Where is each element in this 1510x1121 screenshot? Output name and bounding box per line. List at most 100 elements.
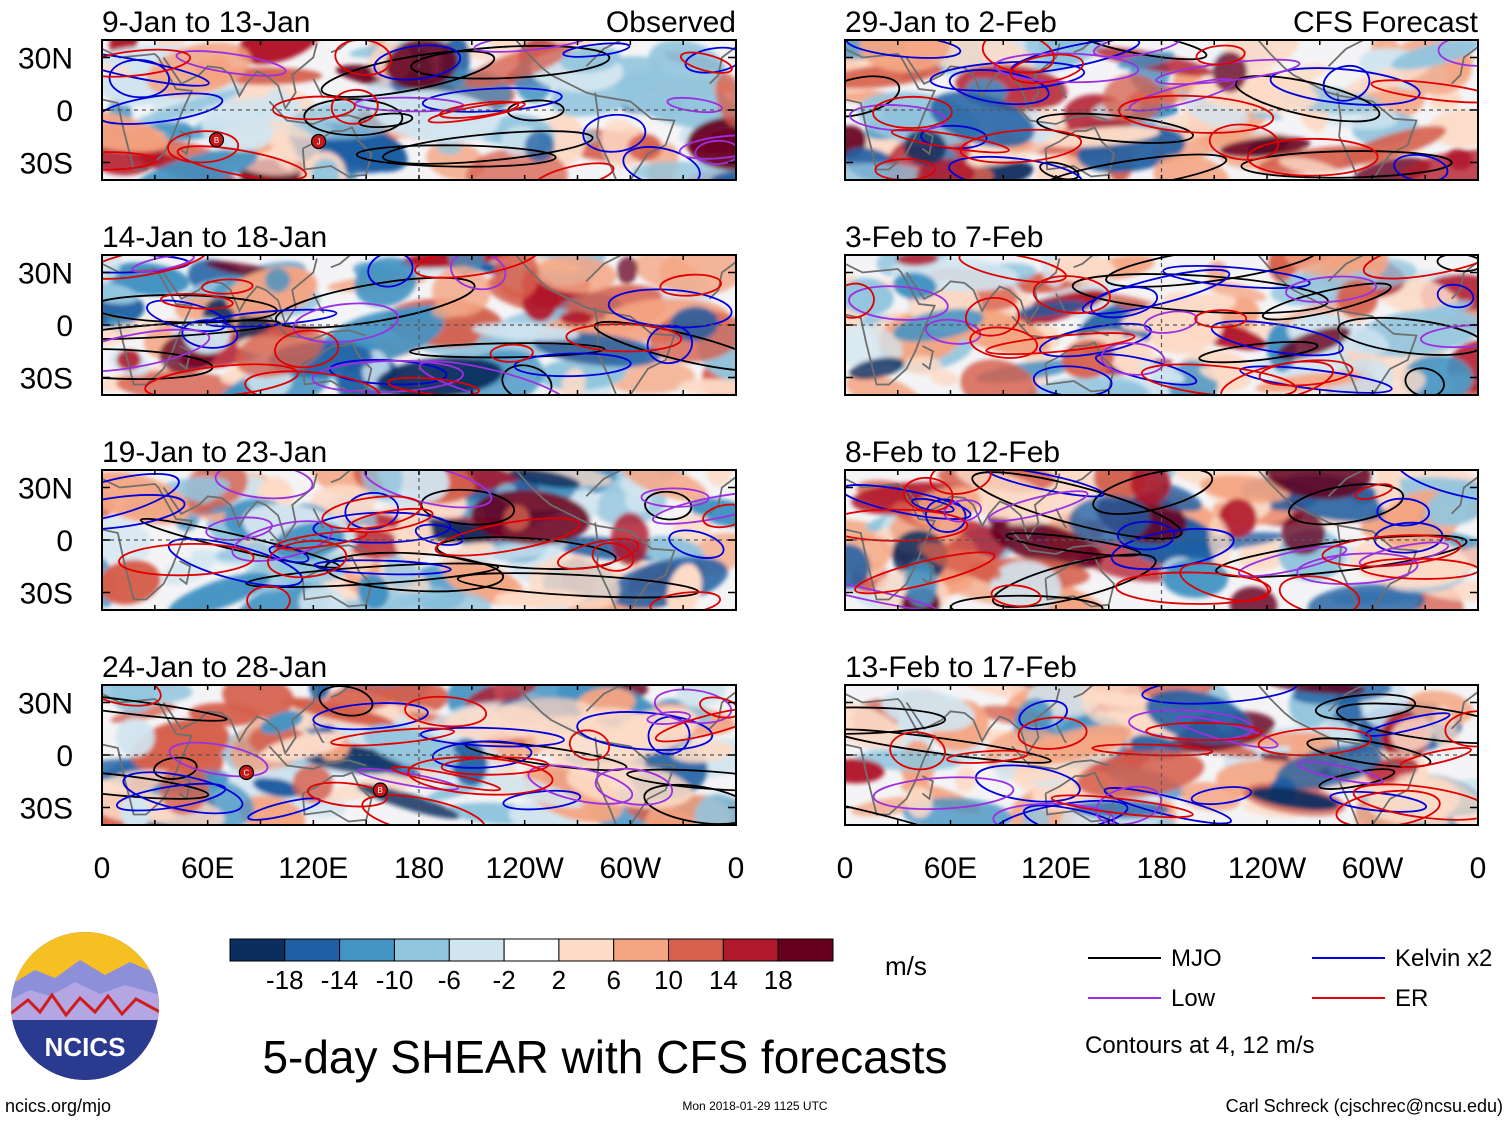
x-tick-label: 120E <box>1021 852 1091 885</box>
storm-marker: J <box>311 133 327 150</box>
colorbar-label: -6 <box>438 965 461 995</box>
footer-url[interactable]: ncics.org/mjo <box>5 1096 111 1116</box>
legend-label: Kelvin x2 <box>1395 945 1492 972</box>
y-tick-label: 30N <box>18 473 73 506</box>
x-tick-label: 120W <box>486 852 565 885</box>
colorbar-swatch <box>394 938 450 962</box>
ncics-logo: NCICS <box>11 932 159 1080</box>
x-tick-label: 0 <box>1470 852 1487 885</box>
panel-title: 14-Jan to 18-Jan <box>102 221 327 254</box>
colorbar-label: -10 <box>376 965 414 995</box>
figure-title: 5-day SHEAR with CFS forecasts <box>262 1031 947 1083</box>
coastlines <box>102 685 736 825</box>
contour-note: Contours at 4, 12 m/s <box>1085 1032 1314 1059</box>
colorbar-swatch <box>339 938 395 962</box>
x-tick-label: 60W <box>1342 852 1404 885</box>
map-panel: 8-Feb to 12-Feb <box>844 436 1479 611</box>
colorbar-swatch <box>558 938 615 962</box>
colorbar-swatch <box>229 938 286 962</box>
shear-field <box>102 470 736 610</box>
y-tick-label: 30N <box>18 258 73 291</box>
map-panel: 19-Jan to 23-Jan 30N 0 30S <box>18 436 737 611</box>
column-header: Observed <box>606 6 736 39</box>
colorbar-label: 18 <box>764 965 793 995</box>
colorbar-swatch <box>448 938 505 962</box>
colorbar-swatch <box>284 938 341 962</box>
x-tick-label: 180 <box>1136 852 1186 885</box>
x-tick-label: 120E <box>278 852 348 885</box>
colorbar-label: 2 <box>552 965 566 995</box>
legend-label: ER <box>1395 985 1428 1012</box>
wave-contours <box>102 40 736 180</box>
panel-title: 29-Jan to 2-Feb <box>845 6 1057 39</box>
panel-title: 3-Feb to 7-Feb <box>845 221 1043 254</box>
storm-marker-label: J <box>317 138 321 147</box>
panel-title: 8-Feb to 12-Feb <box>845 436 1060 469</box>
map-panel: 14-Jan to 18-Jan 30N 0 30S <box>18 221 737 396</box>
y-tick-label: 30N <box>18 43 73 76</box>
wave-contours <box>102 685 736 825</box>
panel-title: 19-Jan to 23-Jan <box>102 436 327 469</box>
x-tick-label: 120W <box>1228 852 1307 885</box>
wave-contours <box>845 255 1478 395</box>
colorbar-label: -2 <box>493 965 516 995</box>
wave-contours <box>102 255 736 395</box>
storm-marker-label: B <box>378 786 383 795</box>
colorbar-units: m/s <box>885 951 927 981</box>
colorbar-label: -18 <box>266 965 304 995</box>
column-header: CFS Forecast <box>1293 6 1479 39</box>
y-tick-label: 30N <box>18 688 73 721</box>
wave-contours <box>102 470 736 610</box>
x-tick-label: 0 <box>728 852 745 885</box>
y-tick-label: 0 <box>56 95 73 128</box>
y-tick-label: 30S <box>20 578 73 611</box>
legend-label: Low <box>1171 985 1216 1012</box>
panel-title: 13-Feb to 17-Feb <box>845 651 1077 684</box>
x-tick-label: 60E <box>181 852 234 885</box>
x-tick-label: 60W <box>599 852 661 885</box>
map-panel: B J 9-Jan to 13-Jan Observed 30N 0 30S <box>18 6 737 181</box>
x-tick-label: 60E <box>924 852 977 885</box>
logo-text: NCICS <box>45 1032 126 1062</box>
y-tick-label: 0 <box>56 740 73 773</box>
x-axes: 0 60E 120E 180 120W 60W 0 0 60E 120E 180 120W 60W 0 <box>94 852 1487 885</box>
x-tick-label: 0 <box>837 852 854 885</box>
map-panel: 3-Feb to 7-Feb <box>844 221 1479 396</box>
colorbar-label: -14 <box>321 965 359 995</box>
storm-marker: B <box>372 782 388 798</box>
y-tick-label: 0 <box>56 310 73 343</box>
colorbar-swatch <box>777 938 834 962</box>
y-tick-label: 30S <box>20 793 73 826</box>
footer-timestamp: Mon 2018-01-29 1125 UTC <box>682 1099 828 1113</box>
coastlines <box>845 255 1478 395</box>
colorbar-label: 6 <box>606 965 620 995</box>
shear-field <box>845 255 1478 395</box>
footer-credit: Carl Schreck (cjschrec@ncsu.edu) <box>1226 1096 1503 1116</box>
panel-title: 24-Jan to 28-Jan <box>102 651 327 684</box>
map-panel: C B 24-Jan to 28-Jan 30N 0 30S <box>18 651 737 826</box>
colorbar-label: 14 <box>709 965 738 995</box>
y-tick-label: 0 <box>56 525 73 558</box>
shear-field <box>102 255 736 395</box>
storm-marker: B <box>208 132 225 148</box>
y-tick-label: 30S <box>20 363 73 396</box>
legend-label: MJO <box>1171 945 1222 972</box>
colorbar-swatch <box>613 938 670 962</box>
x-tick-label: 180 <box>394 852 444 885</box>
colorbar-swatch <box>722 938 779 962</box>
map-panel: 29-Jan to 2-Feb CFS Forecast <box>844 6 1479 181</box>
x-tick-label: 0 <box>94 852 111 885</box>
colorbar-swatch <box>668 938 724 962</box>
colorbar-swatch <box>503 938 560 962</box>
storm-marker-label: B <box>214 136 219 145</box>
colorbar: -18 -14 -10 -6 -2 2 6 10 14 18 <box>229 938 834 995</box>
legend: MJO Kelvin x2 Low ER <box>1088 945 1492 1012</box>
wave-contours <box>845 40 1478 180</box>
storm-marker: C <box>238 764 254 781</box>
panel-title: 9-Jan to 13-Jan <box>102 6 310 39</box>
y-tick-label: 30S <box>20 148 73 181</box>
colorbar-label: 10 <box>654 965 683 995</box>
map-panel: 13-Feb to 17-Feb <box>844 651 1479 826</box>
